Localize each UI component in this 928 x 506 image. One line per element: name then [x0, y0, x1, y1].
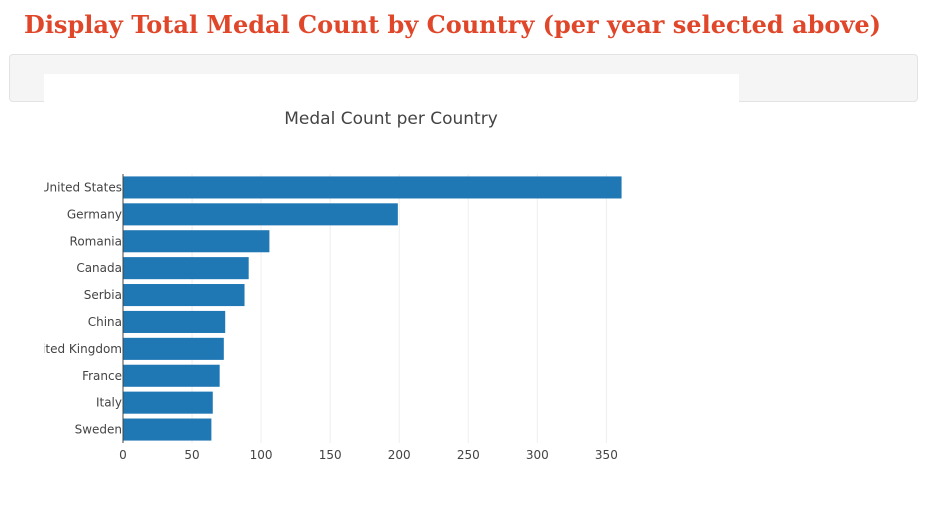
y-tick-label: Italy [96, 396, 122, 410]
medal-bar-chart: Medal Count per Country United States Ger… [44, 109, 622, 462]
bar[interactable] [123, 257, 249, 280]
bar[interactable] [123, 337, 224, 360]
y-tick-label: Serbia [84, 288, 122, 302]
chart-title: Medal Count per Country [284, 109, 498, 129]
x-tick-label: 100 [250, 448, 273, 462]
x-tick-label: 350 [595, 448, 618, 462]
y-tick-label: Canada [76, 261, 122, 275]
page-heading: Display Total Medal Count by Country (pe… [24, 10, 881, 39]
bar[interactable] [123, 391, 213, 414]
y-tick-label: Germany [67, 207, 122, 221]
y-tick-label: Romania [70, 234, 122, 248]
x-tick-label: 250 [457, 448, 480, 462]
bar[interactable] [123, 203, 398, 226]
y-tick-label: China [88, 315, 122, 329]
y-tick-label: United Kingdom [44, 342, 122, 356]
bar[interactable] [123, 176, 622, 199]
bar[interactable] [123, 284, 245, 307]
bar[interactable] [123, 310, 226, 333]
x-tick-label: 0 [119, 448, 127, 462]
y-tick-label: Sweden [75, 423, 122, 437]
bar[interactable] [123, 230, 270, 253]
y-tick-label: France [82, 369, 122, 383]
x-tick-label: 150 [319, 448, 342, 462]
x-tick-label: 200 [388, 448, 411, 462]
x-tick-label: 300 [526, 448, 549, 462]
x-tick-label: 50 [184, 448, 199, 462]
bar[interactable] [123, 364, 220, 387]
bar[interactable] [123, 418, 212, 441]
y-tick-label: United States [44, 180, 122, 194]
chart-container: Medal Count per Country United States Ger… [44, 74, 739, 474]
